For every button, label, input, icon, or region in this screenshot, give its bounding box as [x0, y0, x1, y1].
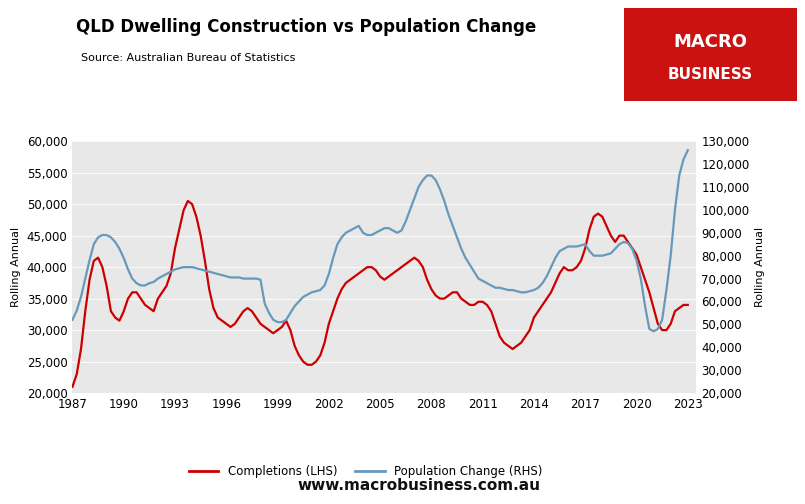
- Y-axis label: Rolling Annual: Rolling Annual: [11, 227, 21, 307]
- Text: www.macrobusiness.com.au: www.macrobusiness.com.au: [297, 478, 540, 493]
- Text: QLD Dwelling Construction vs Population Change: QLD Dwelling Construction vs Population …: [76, 18, 536, 36]
- Y-axis label: Rolling Annual: Rolling Annual: [755, 227, 765, 307]
- Legend: Completions (LHS), Population Change (RHS): Completions (LHS), Population Change (RH…: [184, 461, 547, 483]
- Text: BUSINESS: BUSINESS: [668, 67, 753, 82]
- Text: Source: Australian Bureau of Statistics: Source: Australian Bureau of Statistics: [80, 53, 295, 63]
- Text: MACRO: MACRO: [674, 33, 747, 51]
